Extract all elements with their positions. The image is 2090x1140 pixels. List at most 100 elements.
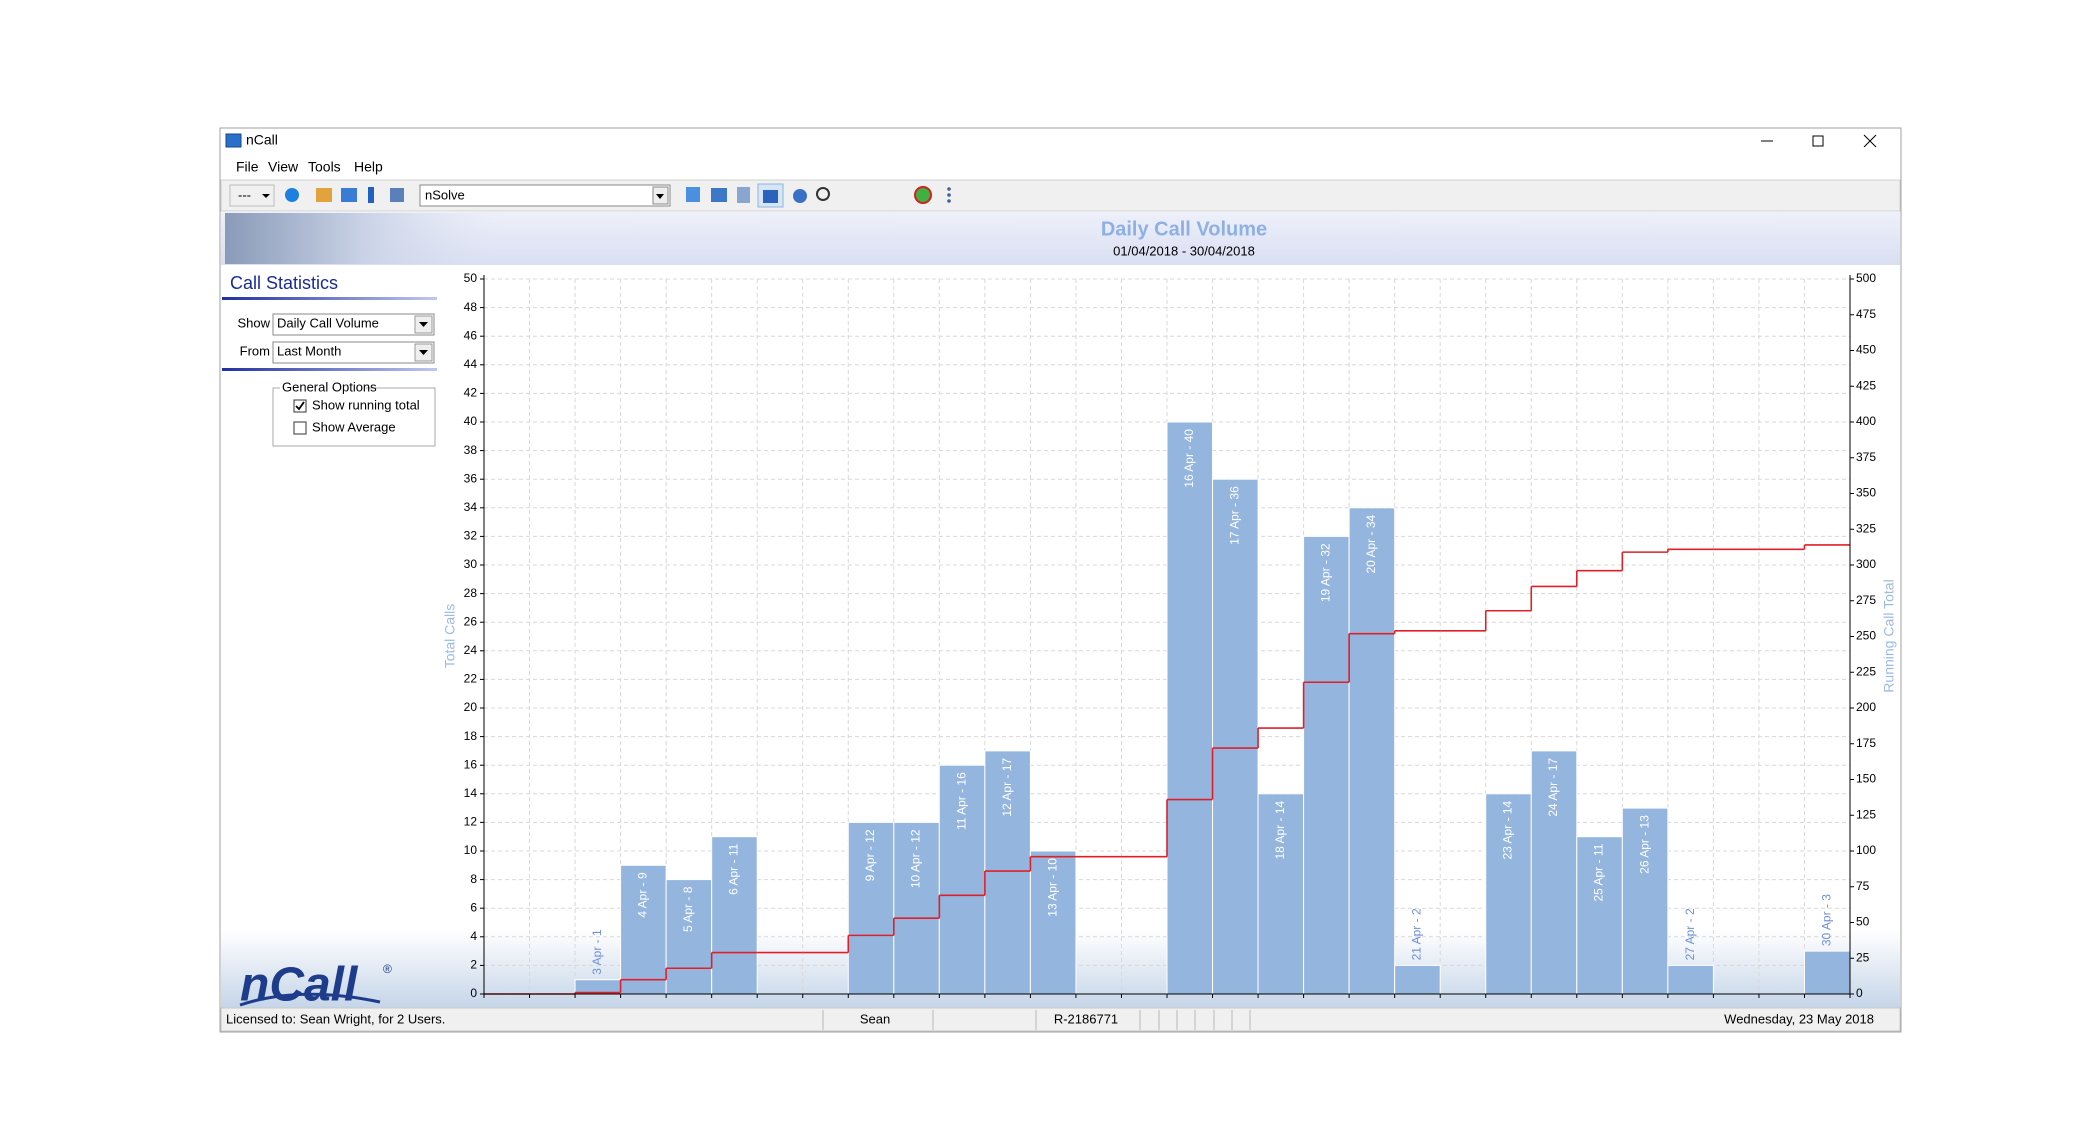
y-tick-label: 8 [470, 872, 477, 886]
bar [1667, 964, 1714, 995]
y-tick-label: 38 [464, 443, 478, 457]
y2-tick-label: 50 [1856, 915, 1870, 929]
y2-tick-label: 200 [1856, 700, 1876, 714]
select-arrow [656, 194, 664, 199]
checkbox[interactable] [293, 421, 307, 435]
value-label: 25 Apr - 11 [1592, 843, 1606, 901]
menu-item[interactable]: Help [354, 159, 383, 175]
y2-tick-label: 450 [1856, 343, 1876, 357]
logo-mark: ® [383, 962, 392, 976]
value-label: 9 Apr - 12 [863, 829, 877, 881]
from-select[interactable] [272, 341, 435, 364]
y2-tick-label: 375 [1856, 450, 1876, 464]
y2-tick-label: 0 [1856, 986, 1863, 1000]
y2-tick-label: 75 [1856, 879, 1870, 893]
y-tick-label: 26 [464, 614, 478, 628]
tool-icon [947, 193, 951, 197]
from-select-value: Last Month [277, 343, 341, 358]
tool-icon[interactable] [686, 187, 700, 202]
bar [1576, 836, 1623, 995]
bar [1029, 850, 1077, 995]
checkbox[interactable] [293, 399, 307, 413]
menu-item[interactable]: Tools [308, 159, 341, 175]
search-icon[interactable] [816, 187, 830, 201]
y2-tick-label: 225 [1856, 664, 1876, 678]
banner [221, 212, 1900, 265]
y2-axis-label: Running Call Total [1881, 579, 1897, 692]
tool-icon[interactable] [711, 188, 727, 202]
tool-icon[interactable] [793, 189, 807, 203]
tool-icon[interactable] [316, 188, 332, 202]
value-label: 24 Apr - 17 [1546, 758, 1560, 817]
y-tick-label: 40 [464, 414, 478, 428]
select-arrow [419, 322, 428, 327]
value-label: 20 Apr - 34 [1364, 514, 1378, 573]
checkbox-label: Show running total [312, 397, 420, 412]
panel-underline [222, 368, 437, 371]
select-arrow [262, 194, 270, 198]
tool-icon[interactable] [947, 187, 951, 191]
menu-bar [221, 157, 1900, 179]
status-text: Licensed to: Sean Wright, for 2 Users. [226, 1011, 445, 1026]
tool-icon [947, 199, 951, 203]
window-title: nCall [246, 132, 278, 148]
from-label: From [240, 343, 270, 358]
tool-icon[interactable] [285, 188, 299, 202]
y2-tick-label: 325 [1856, 521, 1876, 535]
logo-swoosh [239, 992, 381, 1007]
y-tick-label: 50 [464, 271, 478, 285]
group-title-bg [280, 381, 366, 395]
y-tick-label: 24 [464, 643, 478, 657]
tool-icon[interactable] [737, 187, 750, 203]
bar [1530, 750, 1578, 995]
value-label: 10 Apr - 12 [909, 829, 923, 888]
y2-tick-label: 275 [1856, 593, 1876, 607]
y-tick-label: 28 [464, 586, 478, 600]
bar [847, 821, 895, 995]
tool-icon[interactable] [341, 188, 357, 202]
close-button[interactable] [1863, 134, 1877, 148]
chart-subtitle: 01/04/2018 - 30/04/2018 [1113, 243, 1255, 258]
y-tick-label: 12 [464, 815, 478, 829]
bar [1621, 807, 1669, 995]
y2-tick-label: 350 [1856, 486, 1876, 500]
y2-tick-label: 175 [1856, 736, 1876, 750]
show-select[interactable] [272, 313, 435, 336]
app-icon [225, 133, 242, 148]
y2-tick-label: 100 [1856, 843, 1876, 857]
status-text: Sean [860, 1011, 890, 1026]
service-select[interactable] [419, 184, 671, 207]
chart: 0246810121416182022242628303234363840424… [442, 271, 1897, 1000]
value-label: 16 Apr - 40 [1182, 429, 1196, 488]
bar [1257, 793, 1305, 995]
panel-heading: Call Statistics [230, 273, 338, 293]
menu-item[interactable]: File [236, 159, 259, 175]
value-label: 3 Apr - 1 [590, 929, 604, 975]
checkmark [295, 401, 305, 411]
y2-tick-label: 125 [1856, 807, 1876, 821]
tool-icon[interactable] [914, 186, 932, 204]
panel-underline [222, 297, 437, 300]
value-label: 19 Apr - 32 [1319, 543, 1333, 602]
y-tick-label: 22 [464, 672, 478, 686]
y-tick-label: 32 [464, 529, 478, 543]
value-label: 26 Apr - 13 [1637, 815, 1651, 874]
bar [938, 764, 986, 995]
restore-button[interactable] [1812, 135, 1824, 147]
y-tick-label: 10 [464, 843, 478, 857]
y-tick-label: 44 [464, 357, 478, 371]
options-title: General Options [282, 379, 377, 394]
y-axis-label: Total Calls [442, 604, 458, 669]
tool-icon[interactable] [390, 188, 404, 202]
view-select[interactable] [229, 184, 275, 207]
value-label: 18 Apr - 14 [1273, 800, 1287, 859]
menu-item[interactable]: View [268, 159, 299, 175]
y-tick-label: 6 [470, 900, 477, 914]
y2-tick-label: 150 [1856, 772, 1876, 786]
bar [711, 836, 758, 995]
value-label: 23 Apr - 14 [1501, 800, 1515, 859]
y2-tick-label: 425 [1856, 378, 1876, 392]
tool-icon[interactable] [368, 187, 374, 203]
